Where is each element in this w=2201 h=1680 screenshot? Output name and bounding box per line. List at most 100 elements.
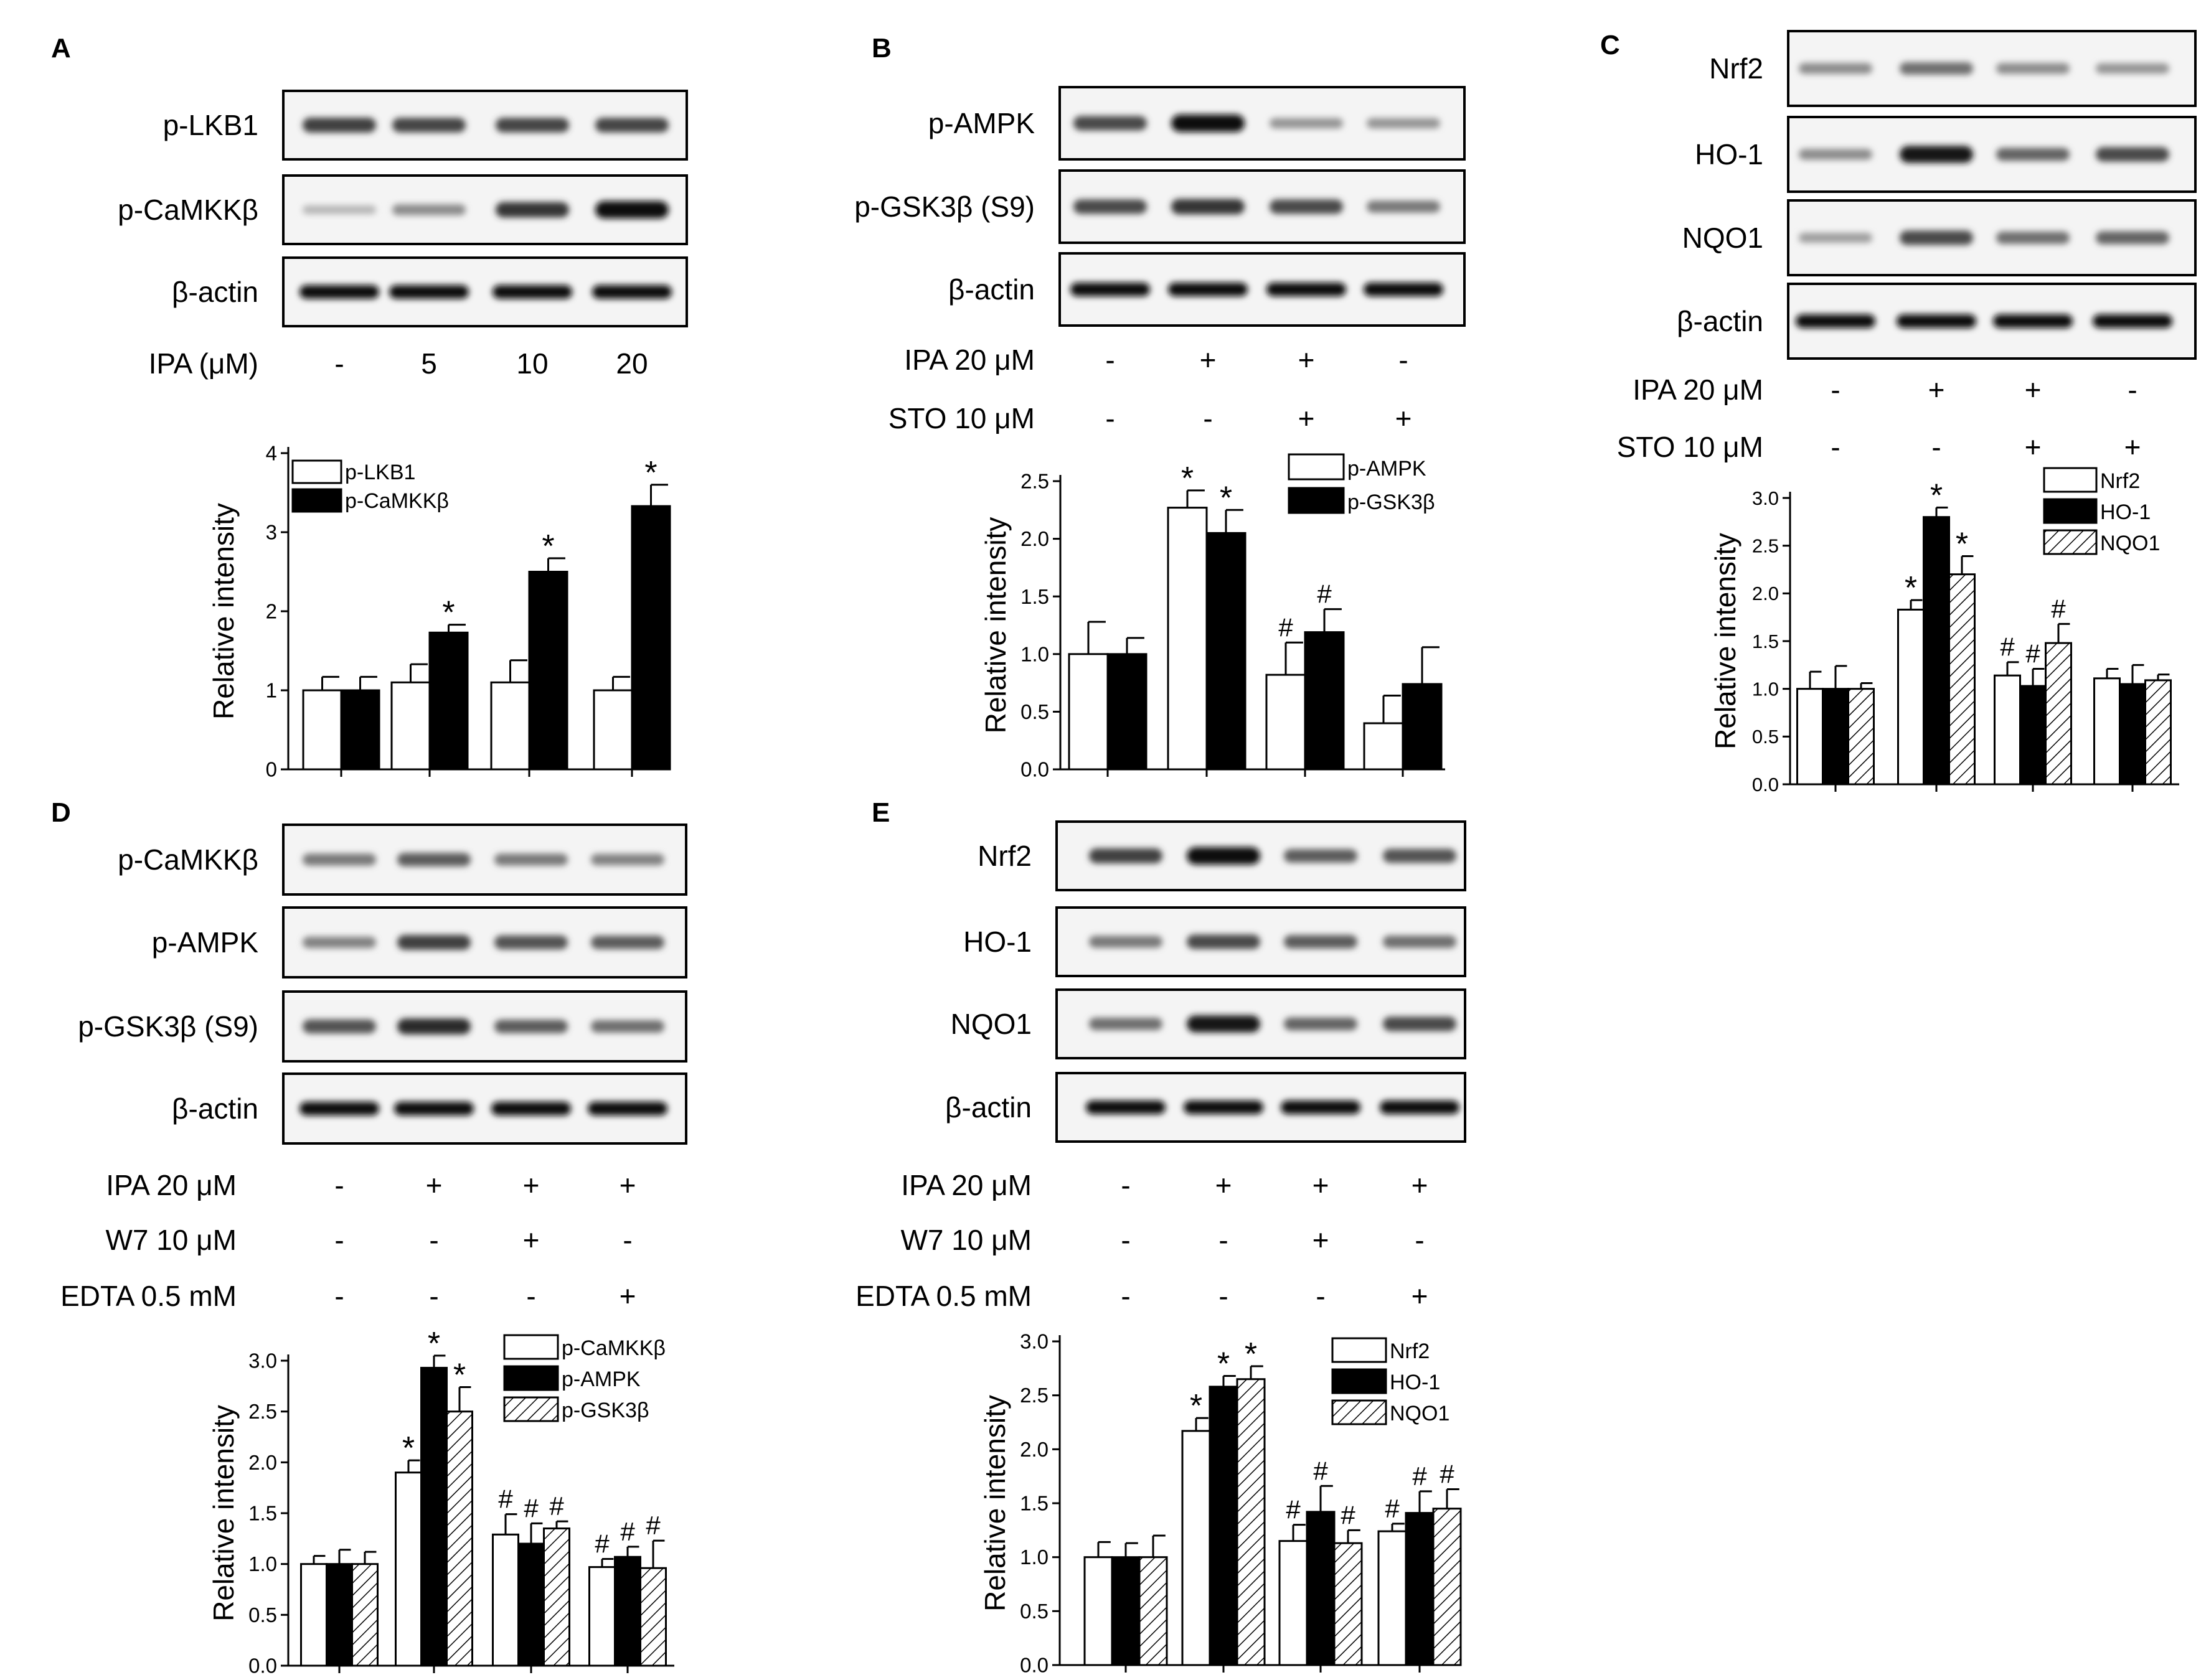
condition-value: -	[526, 1280, 535, 1312]
blot-band	[1266, 283, 1346, 296]
blot-band	[397, 1018, 471, 1035]
y-tick-label: 2.0	[1020, 1438, 1049, 1461]
bar	[420, 1366, 448, 1667]
panel-C-conditions: IPA 20 μM - + + - STO 10 μM - - + +	[1617, 373, 2141, 463]
blot-band	[1073, 116, 1147, 131]
significance-hash: #	[549, 1491, 564, 1521]
significance-star: *	[542, 528, 554, 565]
condition-value: -	[334, 1224, 344, 1256]
series-p-ampk: * # #	[326, 1326, 641, 1667]
panel-A-letter: A	[51, 33, 71, 63]
series-nqo1: *#	[1847, 527, 2172, 786]
condition-value: -	[334, 1169, 344, 1201]
blot-row-p-ampk: p-AMPK	[152, 906, 687, 978]
bar	[302, 689, 342, 771]
series-p-camkk: * # #	[300, 1430, 616, 1667]
bar	[1306, 1511, 1336, 1666]
condition-row-w7-10-m: W7 10 μM - - + -	[105, 1224, 632, 1256]
blot-band	[1799, 233, 1872, 243]
blot-row-label: NQO1	[951, 1008, 1032, 1040]
y-tick-label: 0.0	[248, 1654, 277, 1678]
significance-hash: #	[1440, 1459, 1454, 1488]
y-tick-label: 2.0	[1752, 583, 1779, 604]
legend-label: HO-1	[2100, 500, 2151, 524]
bar	[395, 1471, 422, 1667]
legend-swatch	[1288, 453, 1345, 481]
panel-E-blot: Nrf2 HO-1 NQO1 β-actin	[945, 820, 1466, 1143]
legend-swatch	[1288, 487, 1345, 514]
legend-label: p-LKB1	[345, 461, 415, 484]
bar	[614, 1556, 641, 1667]
blot-band	[303, 205, 376, 214]
significance-star: *	[1181, 461, 1194, 497]
legend: p-CaMKKβ p-AMPK p-GSK3β	[503, 1334, 666, 1422]
condition-value: -	[1398, 344, 1408, 376]
bar	[2045, 642, 2072, 786]
blot-row-label: β-actin	[172, 1092, 258, 1125]
condition-value: +	[1412, 1280, 1428, 1312]
significance-hash: #	[620, 1517, 635, 1546]
legend: Nrf2 HO-1 NQO1	[2043, 467, 2160, 555]
series-p-gsk3: *#	[1106, 480, 1443, 771]
blot-band	[1270, 118, 1343, 129]
y-axis-label: Relative intensity	[1709, 533, 1741, 749]
panel-A-blot: p-LKB1 p-CaMKKβ β-actin	[118, 90, 688, 327]
condition-value: -	[1121, 1280, 1130, 1312]
blot-row-nrf2: Nrf2	[1709, 30, 2197, 107]
panel-E-chart: 0.0 0.5 1.0 1.5 2.0 2.5 3.0 Relative intensity *…	[979, 1330, 1462, 1677]
condition-value: +	[620, 1169, 636, 1201]
legend-swatch	[291, 488, 342, 513]
bar	[340, 689, 380, 771]
blot-row-label: Nrf2	[978, 840, 1032, 872]
bar	[1068, 653, 1109, 771]
condition-label: EDTA 0.5 mM	[60, 1280, 237, 1312]
legend-label: Nrf2	[2100, 469, 2140, 493]
condition-value: -	[1931, 431, 1941, 463]
legend: p-LKB1 p-CaMKKβ	[291, 459, 449, 513]
blot-band	[1796, 314, 1875, 328]
bar	[1278, 1540, 1308, 1666]
blot-row-nqo1: NQO1	[1682, 199, 2197, 276]
legend-swatch	[503, 1365, 559, 1391]
bar	[1363, 722, 1404, 771]
y-tick-label: 0.5	[1752, 726, 1779, 748]
y-tick-label: 1.0	[248, 1552, 277, 1575]
panel-D-letter: D	[51, 797, 71, 828]
blot-band	[2096, 63, 2169, 74]
blot-band	[1993, 314, 2073, 328]
bar	[492, 1533, 519, 1667]
y-tick-label: 2.0	[1020, 527, 1049, 550]
significance-star: *	[453, 1357, 466, 1393]
blot-band	[1187, 1015, 1260, 1033]
blot-band	[1187, 847, 1260, 865]
condition-value: 20	[616, 347, 648, 380]
bar	[2019, 685, 2047, 786]
blot-band	[303, 936, 376, 949]
panel-B-letter: B	[872, 33, 892, 63]
condition-row-ipa-20-m: IPA 20 μM - + + +	[901, 1169, 1428, 1201]
bar	[490, 681, 530, 771]
blot-band	[299, 1102, 379, 1115]
bar	[351, 1563, 379, 1667]
y-tick-label: 0.0	[1752, 774, 1779, 795]
panel-A-conditions: IPA (μM) - 5 10 20	[149, 347, 648, 380]
bar	[1377, 1530, 1407, 1666]
blot-band	[591, 936, 664, 949]
blot-row-label: p-CaMKKβ	[118, 843, 258, 876]
bar	[1304, 631, 1345, 771]
significance-hash: #	[1412, 1462, 1427, 1491]
blot-row-label: p-LKB1	[163, 109, 258, 141]
blot-row-label: p-CaMKKβ	[118, 194, 258, 226]
panel-D-blot: p-CaMKKβ p-AMPK p-GSK3β (S9) β-actin	[78, 824, 687, 1145]
y-tick-label: 1.5	[1020, 1492, 1049, 1515]
legend-label: NQO1	[1390, 1402, 1449, 1425]
condition-value: -	[2128, 373, 2137, 406]
legend-swatch	[1331, 1337, 1387, 1363]
bar	[1265, 673, 1306, 771]
blot-band	[494, 1020, 568, 1033]
blot-band	[392, 118, 466, 133]
y-tick-label: 0.5	[1020, 700, 1049, 723]
y-tick-label: 2.5	[1020, 1384, 1049, 1407]
